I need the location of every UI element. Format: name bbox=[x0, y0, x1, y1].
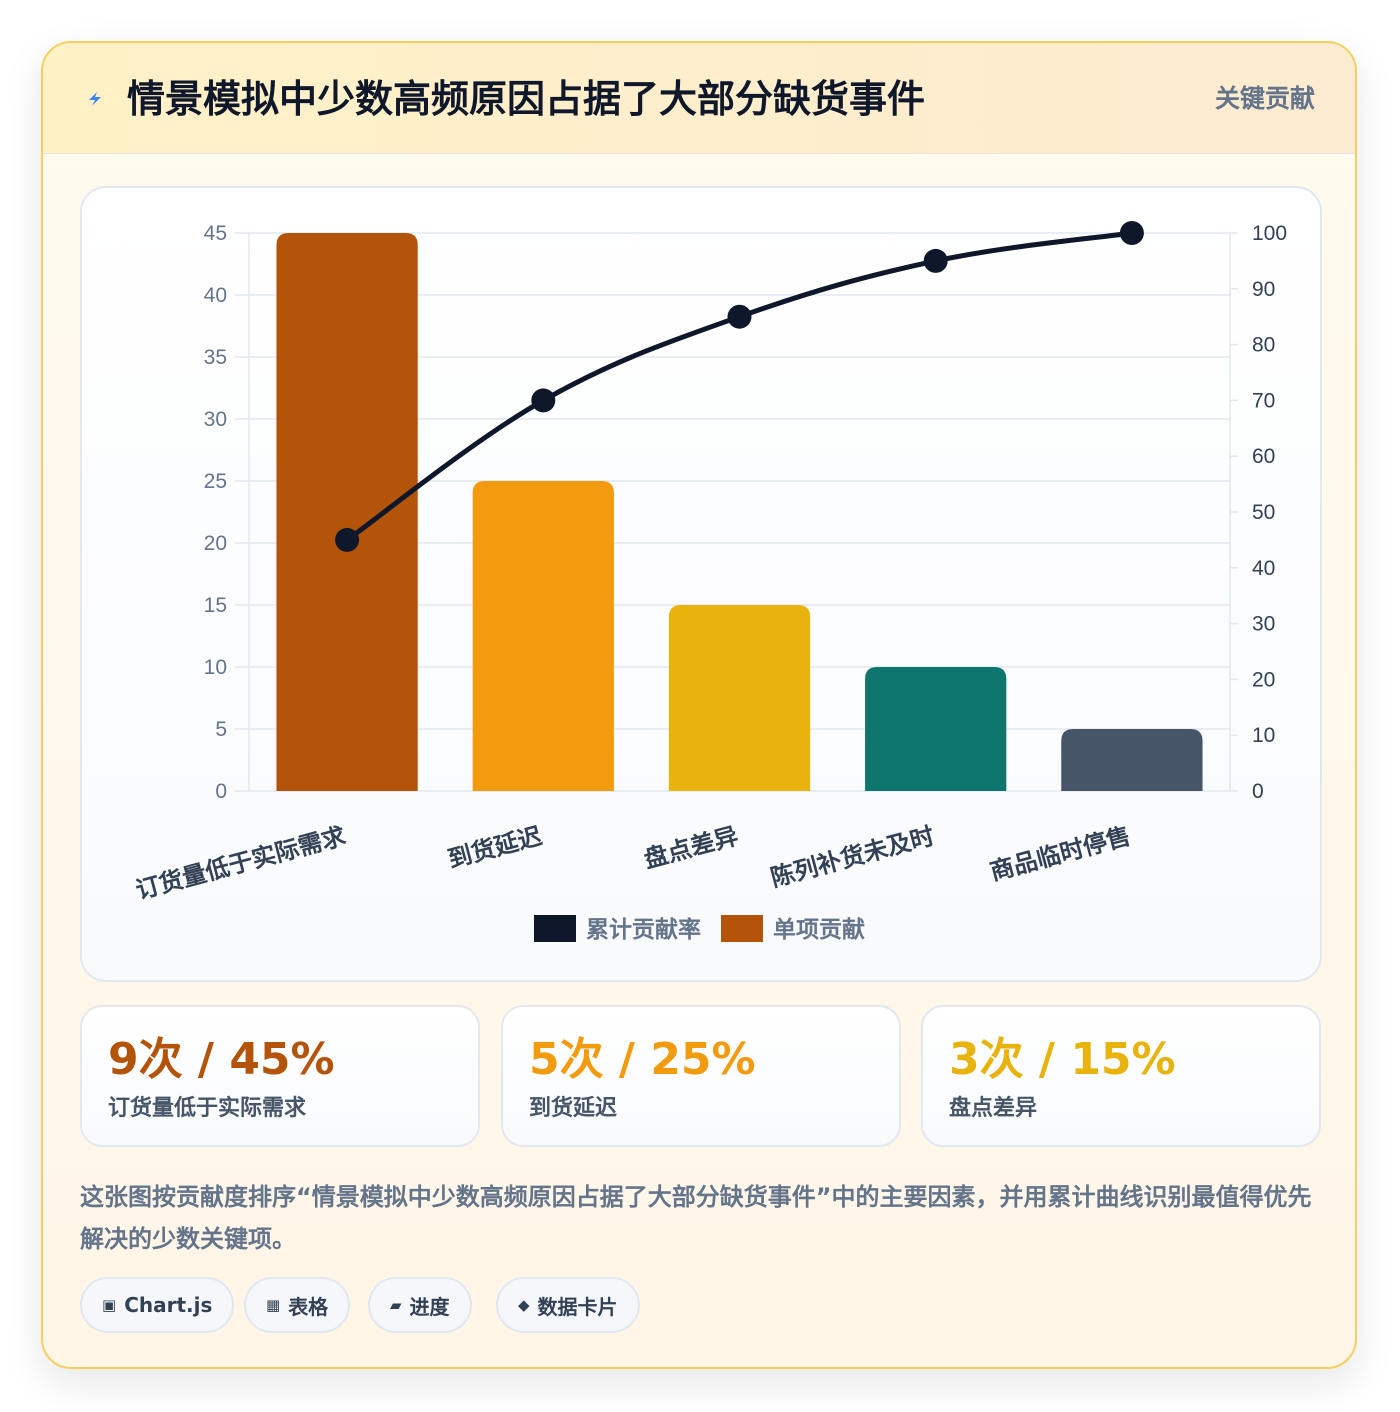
y-right-tick-label: 20 bbox=[1252, 668, 1275, 691]
category-label: 陈列补货未及时 bbox=[768, 822, 938, 893]
y-right-tick-label: 30 bbox=[1252, 613, 1275, 636]
stat-label: 订货量低于实际需求 bbox=[108, 1096, 307, 1121]
chip-data-card[interactable]: ◆ 数据卡片 bbox=[496, 1277, 640, 1333]
y-right-tick-label: 60 bbox=[1252, 445, 1275, 468]
legend-swatch bbox=[534, 915, 576, 942]
stat-card-3: 3次 / 15% 盘点差异 bbox=[921, 1005, 1321, 1147]
pareto-chart: 0 5 10 15 20 25 30 35 40 45 0 10 20 30 40 50 60 70 80 90 100… bbox=[133, 221, 1287, 942]
chip-table[interactable]: ▦ 表格 bbox=[244, 1277, 351, 1333]
y-right-tick-label: 70 bbox=[1252, 389, 1275, 412]
legend-label: 单项贡献 bbox=[773, 916, 865, 942]
cumulative-point bbox=[335, 527, 360, 552]
y-left-tick-label: 45 bbox=[204, 222, 227, 245]
y-right-tick-label: 80 bbox=[1252, 334, 1275, 357]
bar bbox=[276, 233, 418, 791]
chip-label: Chart.js bbox=[124, 1293, 213, 1317]
table-icon: ▦ bbox=[266, 1296, 281, 1314]
chart-description: 这张图按贡献度排序“情景模拟中少数高频原因占据了大部分缺货事件”中的主要因素，并… bbox=[80, 1183, 1312, 1253]
chip-label: 表格 bbox=[288, 1294, 329, 1319]
chip-chartjs[interactable]: ▣ Chart.js bbox=[80, 1277, 235, 1333]
cumulative-point bbox=[531, 388, 556, 413]
bar bbox=[865, 667, 1007, 791]
y-left-tick-label: 35 bbox=[204, 346, 227, 369]
chip-label: 进度 bbox=[409, 1294, 450, 1319]
header-tag: 关键贡献 bbox=[1214, 84, 1315, 113]
cumulative-line bbox=[344, 230, 1135, 543]
chart-panel: 0 5 10 15 20 25 30 35 40 45 0 10 20 30 40 50 60 70 80 90 100… bbox=[80, 186, 1322, 982]
bar bbox=[668, 605, 811, 791]
bar bbox=[472, 481, 614, 791]
lightning-icon bbox=[89, 92, 101, 106]
legend-label: 累计贡献率 bbox=[586, 916, 701, 942]
cumulative-point bbox=[1119, 221, 1144, 245]
stat-value: 9次 / 45% bbox=[108, 1034, 335, 1085]
y-right-tick-label: 40 bbox=[1252, 557, 1275, 580]
bar bbox=[1061, 729, 1203, 791]
chip-progress[interactable]: ▰ 进度 bbox=[368, 1277, 472, 1333]
cumulative-point bbox=[727, 304, 752, 329]
stat-label: 盘点差异 bbox=[949, 1096, 1038, 1121]
legend-swatch bbox=[721, 915, 763, 942]
cumulative-point bbox=[923, 248, 948, 273]
y-left-tick-label: 10 bbox=[204, 656, 227, 679]
progress-icon: ▰ bbox=[390, 1296, 402, 1314]
chart-card: 情景模拟中少数高频原因占据了大部分缺货事件 关键贡献 0 5 10 15 20 25 30 3… bbox=[41, 41, 1357, 1369]
category-label: 到货延迟 bbox=[445, 822, 545, 874]
chart-icon: ▣ bbox=[102, 1296, 117, 1314]
diamond-icon: ◆ bbox=[518, 1296, 530, 1314]
stat-value: 5次 / 25% bbox=[529, 1034, 756, 1085]
y-left-tick-label: 25 bbox=[204, 470, 227, 493]
stat-value: 3次 / 15% bbox=[949, 1034, 1176, 1085]
y-right-tick-label: 10 bbox=[1252, 724, 1275, 747]
category-label: 盘点差异 bbox=[641, 822, 741, 874]
y-right-tick-label: 100 bbox=[1252, 222, 1287, 245]
y-left-tick-label: 40 bbox=[204, 284, 227, 307]
stat-card-1: 9次 / 45% 订货量低于实际需求 bbox=[80, 1005, 480, 1147]
y-right-tick-label: 90 bbox=[1252, 278, 1275, 301]
y-left-tick-label: 5 bbox=[215, 718, 227, 741]
category-label: 订货量低于实际需求 bbox=[133, 822, 349, 905]
stat-label: 到货延迟 bbox=[529, 1096, 618, 1121]
y-left-tick-label: 0 bbox=[215, 780, 227, 803]
chip-label: 数据卡片 bbox=[537, 1294, 618, 1319]
category-label: 商品临时停售 bbox=[987, 822, 1133, 886]
y-right-tick-label: 0 bbox=[1252, 780, 1264, 803]
card-header: 情景模拟中少数高频原因占据了大部分缺货事件 关键贡献 bbox=[43, 43, 1355, 154]
y-right-tick-label: 50 bbox=[1252, 501, 1275, 524]
page-title: 情景模拟中少数高频原因占据了大部分缺货事件 bbox=[127, 77, 926, 121]
y-left-tick-label: 20 bbox=[204, 532, 227, 555]
stat-card-2: 5次 / 25% 到货延迟 bbox=[501, 1005, 901, 1147]
y-left-tick-label: 30 bbox=[204, 408, 227, 431]
y-left-tick-label: 15 bbox=[204, 594, 227, 617]
